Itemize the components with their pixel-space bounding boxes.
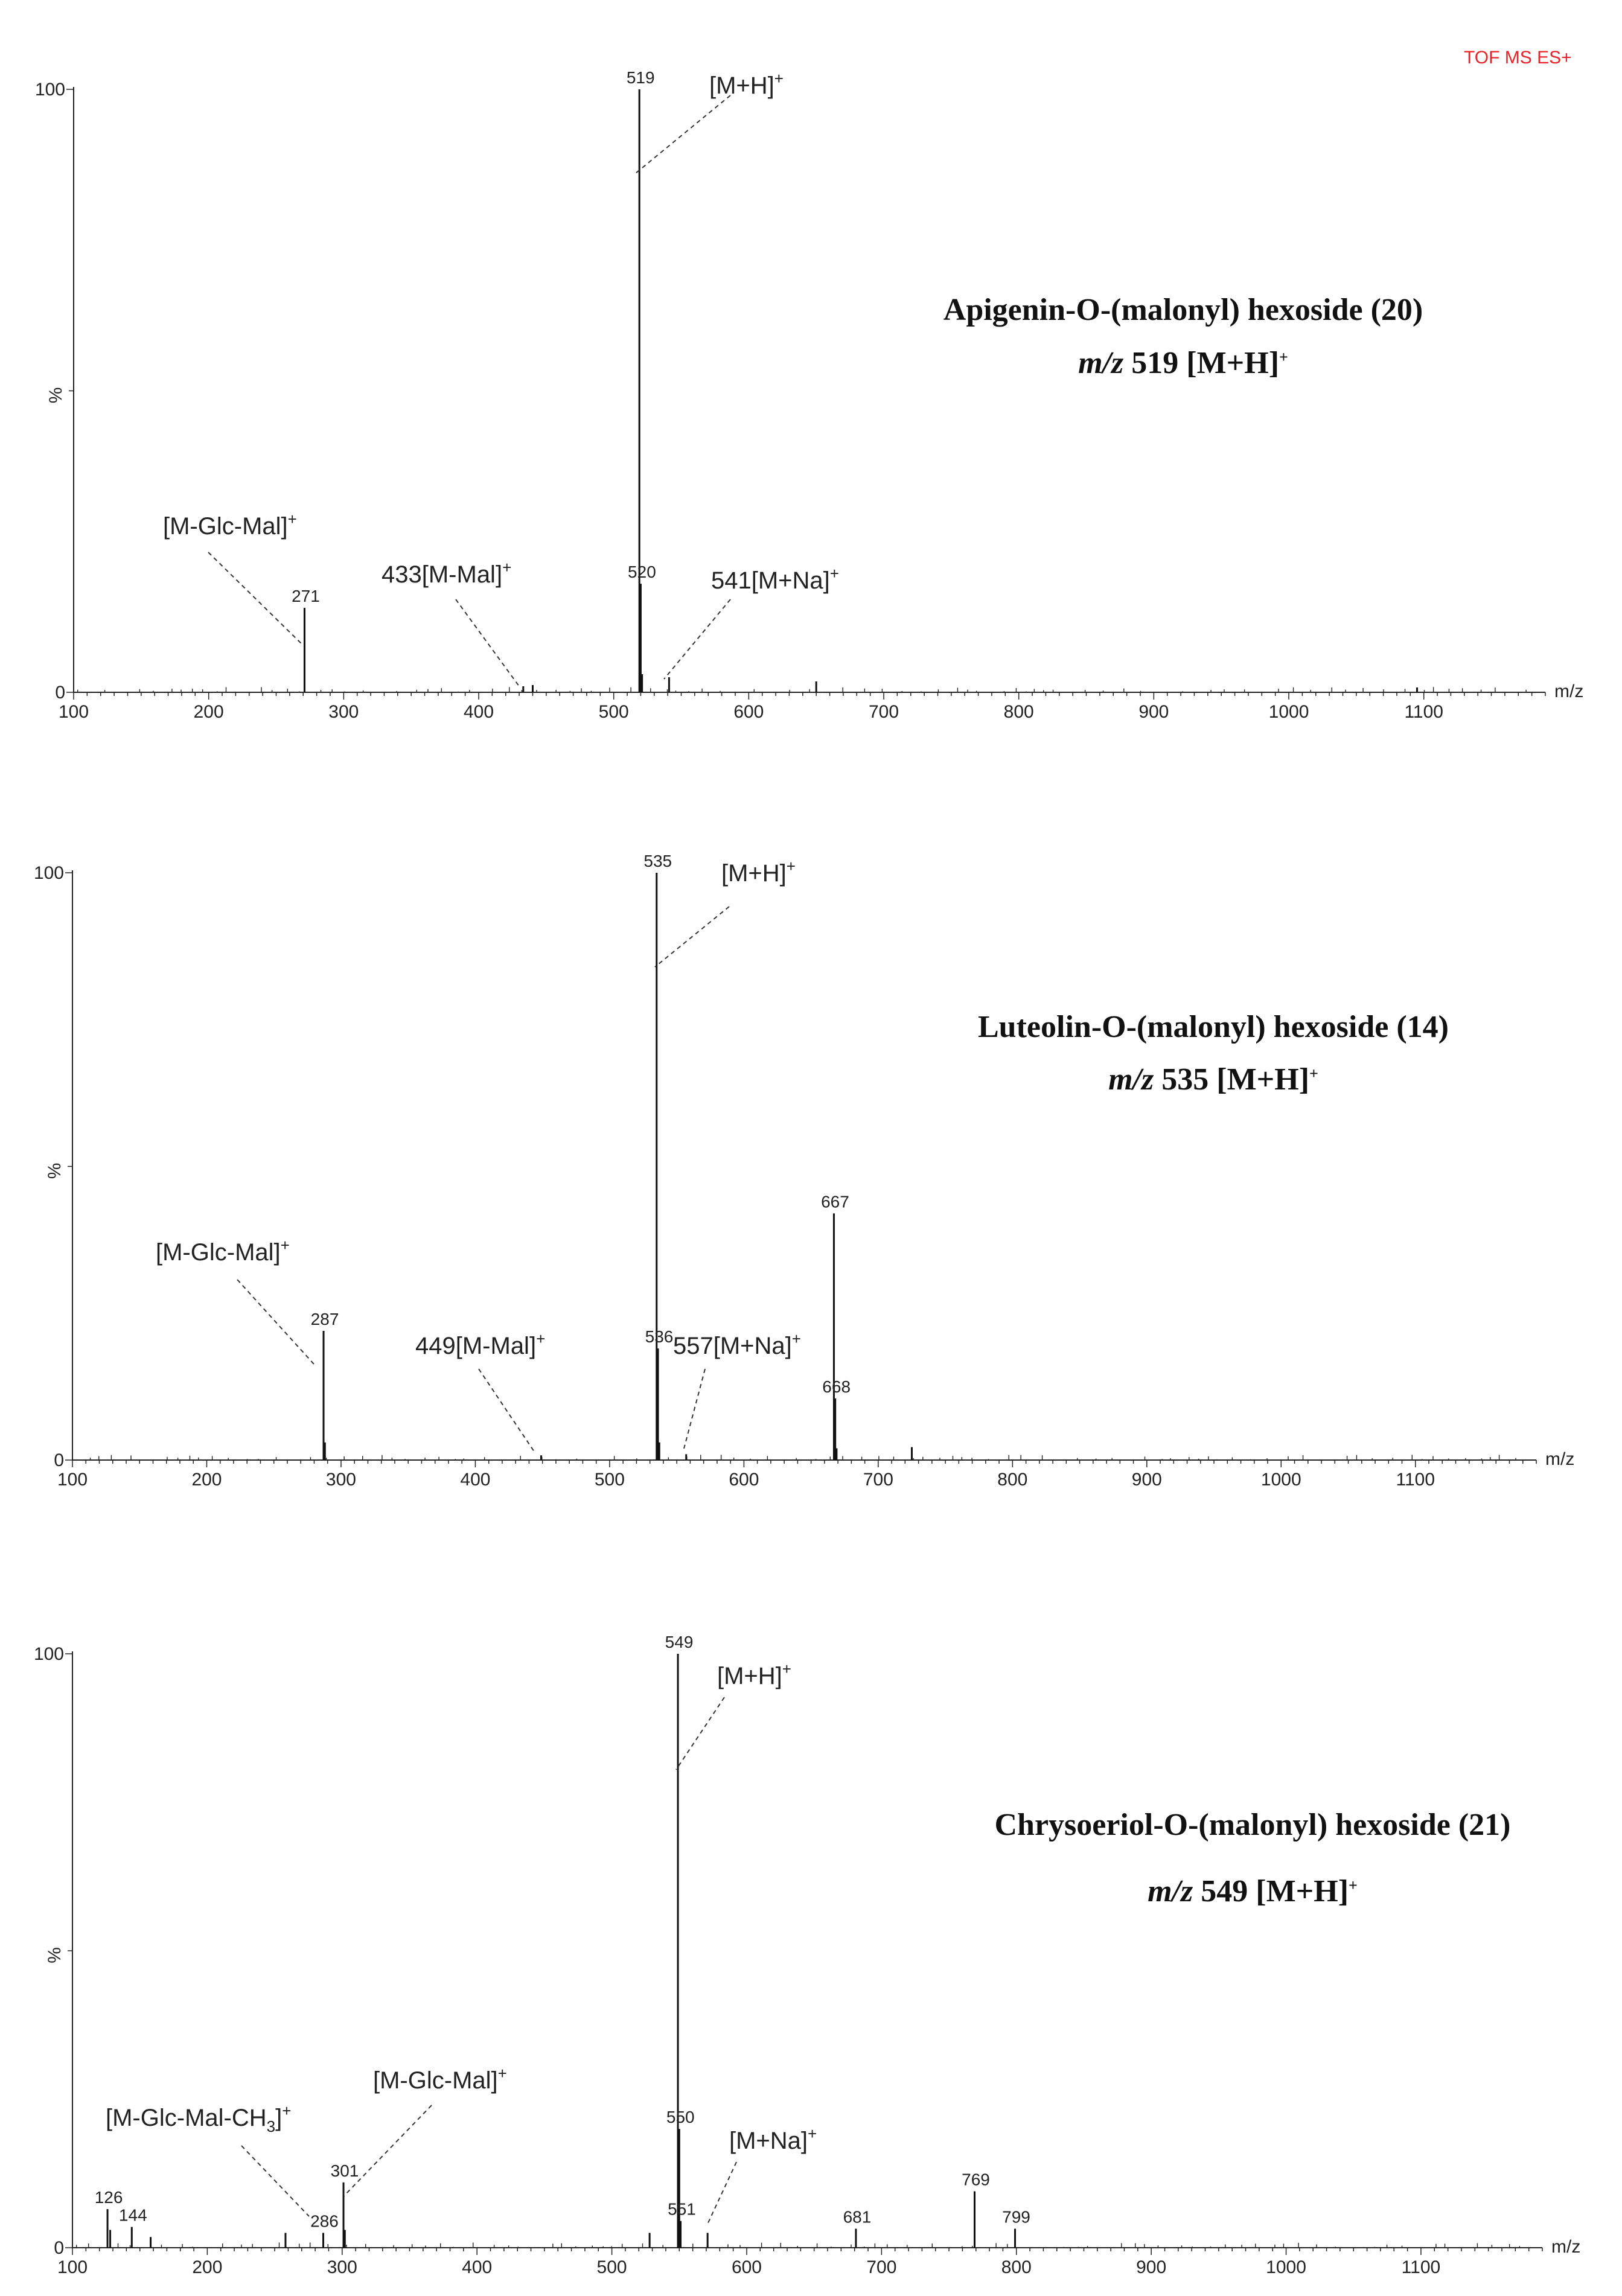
x-tick-label: 1100 bbox=[1402, 2257, 1441, 2277]
annotation-label: 449[M-Mal]+ bbox=[415, 1330, 545, 1359]
x-axis-label: m/z bbox=[1551, 2237, 1580, 2257]
x-tick-label: 500 bbox=[595, 1470, 625, 1490]
x-tick-label: 900 bbox=[1138, 702, 1169, 722]
annotation-label: [M-Glc-Mal-CH3]+ bbox=[106, 2102, 291, 2135]
annotation-leader bbox=[241, 2145, 310, 2217]
annotation-leader bbox=[478, 1368, 535, 1452]
annotation-leader bbox=[707, 2161, 737, 2225]
spectra-container: 100 200 300 400 500 600 700 800 900 1000 11000100%… bbox=[34, 68, 1583, 2277]
spectrum-panel-2: 100 200 300 400 500 600 700 800 900 1000 11000100%… bbox=[34, 852, 1574, 1490]
y-tick-label: 100 bbox=[35, 80, 65, 100]
x-tick-label: 1000 bbox=[1261, 1470, 1301, 1490]
x-tick-label: 1000 bbox=[1266, 2257, 1306, 2277]
peak-label-681: 681 bbox=[843, 2208, 872, 2227]
annotation-label: 541[M+Na]+ bbox=[711, 564, 839, 594]
annotation-label: [M+Na]+ bbox=[729, 2125, 817, 2154]
y-axis-label: % bbox=[46, 387, 66, 404]
y-axis-label: % bbox=[45, 1163, 65, 1179]
x-tick-label: 1000 bbox=[1269, 702, 1309, 722]
x-tick-label: 500 bbox=[599, 702, 629, 722]
compound-title: Chrysoeriol-O-(malonyl) hexoside (21) bbox=[994, 1808, 1510, 1842]
compound-title: Luteolin-O-(malonyl) hexoside (14) bbox=[978, 1010, 1449, 1044]
peak-label-667: 667 bbox=[821, 1192, 849, 1211]
x-tick-label: 200 bbox=[192, 2257, 222, 2277]
x-tick-label: 600 bbox=[732, 2257, 762, 2277]
peak-label-535: 535 bbox=[643, 852, 672, 870]
peak-label-144: 144 bbox=[119, 2206, 147, 2225]
annotation-label: 433[M-Mal]+ bbox=[382, 558, 511, 588]
y-tick-label: 100 bbox=[34, 1644, 64, 1664]
x-tick-label: 700 bbox=[863, 1470, 893, 1490]
spectrum-panel-3: 100 200 300 400 500 600 700 800 900 1000 11000100%… bbox=[34, 1633, 1580, 2277]
x-tick-label: 400 bbox=[460, 1470, 490, 1490]
annotation-label: 557[M+Na]+ bbox=[673, 1330, 801, 1359]
peak-label-799: 799 bbox=[1002, 2208, 1030, 2227]
x-tick-label: 600 bbox=[733, 702, 764, 722]
peak-label-769: 769 bbox=[962, 2170, 990, 2189]
x-tick-label: 300 bbox=[328, 702, 359, 722]
annotation-leader bbox=[208, 552, 302, 645]
x-tick-label: 1100 bbox=[1404, 702, 1443, 722]
compound-mz: m/z 535 [M+H]+ bbox=[1108, 1062, 1318, 1097]
x-tick-label: 300 bbox=[326, 1470, 356, 1490]
spectrum-panel-1: 100 200 300 400 500 600 700 800 900 1000 11000100%… bbox=[35, 68, 1583, 722]
x-tick-label: 100 bbox=[57, 1470, 88, 1490]
peak-label-301: 301 bbox=[331, 2161, 359, 2180]
x-tick-label: 900 bbox=[1132, 1470, 1162, 1490]
annotation-leader bbox=[654, 906, 730, 968]
x-tick-label: 700 bbox=[869, 702, 899, 722]
x-tick-label: 800 bbox=[1004, 702, 1034, 722]
x-tick-label: 800 bbox=[997, 1470, 1027, 1490]
peak-label-549: 549 bbox=[665, 1633, 694, 1651]
x-tick-label: 600 bbox=[729, 1470, 759, 1490]
x-axis-label: m/z bbox=[1545, 1449, 1574, 1469]
annotation-leader bbox=[663, 599, 731, 680]
annotation-leader bbox=[675, 1697, 725, 1770]
annotation-leader bbox=[455, 599, 520, 687]
compound-title: Apigenin-O-(malonyl) hexoside (20) bbox=[944, 293, 1423, 327]
x-tick-label: 200 bbox=[194, 702, 224, 722]
annotation-leader bbox=[683, 1368, 706, 1449]
x-tick-label: 400 bbox=[462, 2257, 492, 2277]
x-tick-label: 100 bbox=[59, 702, 89, 722]
annotation-leader bbox=[237, 1279, 315, 1365]
y-tick-label: 100 bbox=[34, 863, 64, 883]
annotation-label: [M-Glc-Mal]+ bbox=[163, 510, 297, 540]
y-tick-label: 0 bbox=[55, 683, 65, 703]
peak-label-551: 551 bbox=[668, 2200, 696, 2219]
y-tick-label: 0 bbox=[54, 1450, 64, 1470]
peak-label-519: 519 bbox=[627, 68, 655, 87]
annotation-leader bbox=[635, 95, 731, 174]
y-tick-label: 0 bbox=[54, 2238, 64, 2258]
peak-label-520: 520 bbox=[628, 563, 656, 581]
x-tick-label: 100 bbox=[57, 2257, 88, 2277]
x-tick-label: 500 bbox=[597, 2257, 627, 2277]
annotation-label: [M-Glc-Mal]+ bbox=[373, 2064, 507, 2094]
acquisition-mode-label: TOF MS ES+ bbox=[1464, 48, 1572, 68]
annotation-label: [M+H]+ bbox=[721, 857, 796, 887]
compound-mz: m/z 519 [M+H]+ bbox=[1078, 346, 1288, 380]
annotation-label: [M-Glc-Mal]+ bbox=[156, 1236, 290, 1266]
peak-label-287: 287 bbox=[311, 1310, 339, 1328]
x-tick-label: 800 bbox=[1001, 2257, 1032, 2277]
compound-mz: m/z 549 [M+H]+ bbox=[1148, 1874, 1358, 1909]
annotation-leader bbox=[343, 2105, 432, 2196]
x-tick-label: 1100 bbox=[1396, 1470, 1435, 1490]
peak-label-536: 536 bbox=[645, 1327, 674, 1346]
x-tick-label: 700 bbox=[866, 2257, 896, 2277]
peak-label-126: 126 bbox=[95, 2188, 123, 2207]
annotation-label: [M+H]+ bbox=[717, 1660, 791, 1689]
peak-label-286: 286 bbox=[310, 2211, 339, 2230]
peak-label-271: 271 bbox=[292, 587, 320, 605]
x-axis-label: m/z bbox=[1554, 681, 1583, 701]
x-tick-label: 200 bbox=[191, 1470, 222, 1490]
peak-label-668: 668 bbox=[822, 1377, 851, 1396]
y-axis-label: % bbox=[45, 1947, 65, 1963]
x-tick-label: 300 bbox=[327, 2257, 357, 2277]
annotation-label: [M+H]+ bbox=[709, 69, 784, 99]
peak-label-550: 550 bbox=[666, 2108, 695, 2126]
x-tick-label: 400 bbox=[464, 702, 494, 722]
x-tick-label: 900 bbox=[1136, 2257, 1166, 2277]
